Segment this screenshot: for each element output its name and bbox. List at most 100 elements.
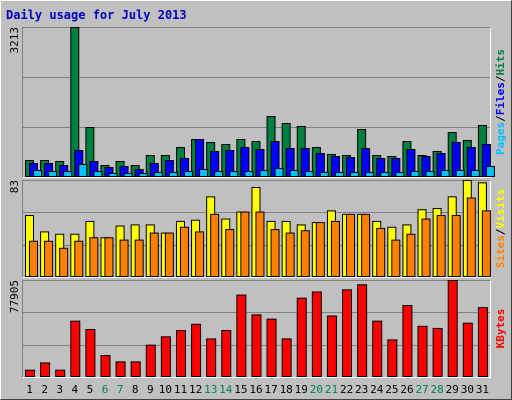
y-tick-label: 83 <box>8 180 21 193</box>
legend-separator: / <box>494 75 507 82</box>
bar <box>447 280 458 377</box>
x-tick-label: 13 <box>204 383 217 396</box>
legend: Pages/Files/Hits <box>494 49 507 155</box>
bar <box>387 339 398 378</box>
bar <box>160 336 171 377</box>
bar <box>330 220 340 277</box>
bar <box>391 239 401 278</box>
bar <box>372 320 383 377</box>
bar <box>425 171 435 178</box>
legend: KBytes <box>494 309 507 349</box>
bar <box>104 237 114 277</box>
bar <box>281 338 292 377</box>
x-tick-label: 16 <box>249 383 262 396</box>
x-tick-label: 12 <box>189 383 202 396</box>
bar <box>123 172 133 178</box>
x-tick-label: 24 <box>370 383 384 396</box>
x-tick-label: 19 <box>295 383 308 396</box>
bar <box>296 297 307 377</box>
bar <box>342 289 353 377</box>
legend-entry: KBytes <box>494 309 507 349</box>
x-tick-label: 6 <box>102 383 109 396</box>
x-tick-label: 29 <box>446 383 459 396</box>
x-tick-label: 2 <box>41 383 48 396</box>
legend-entry: Files <box>494 82 507 115</box>
x-tick-label: 27 <box>415 383 428 396</box>
legend-separator: / <box>494 228 507 235</box>
x-tick-label: 28 <box>431 383 444 396</box>
bar <box>361 213 371 278</box>
bar <box>315 222 325 278</box>
bar <box>481 210 491 277</box>
bar <box>259 169 269 177</box>
chart-title: Daily usage for July 2013 <box>6 8 187 22</box>
bar <box>85 329 96 377</box>
x-tick-label: 26 <box>400 383 413 396</box>
x-tick-label: 1 <box>26 383 33 396</box>
x-tick-label: 3 <box>56 383 63 396</box>
bar <box>40 362 51 377</box>
bar <box>206 338 217 377</box>
bar <box>214 171 224 178</box>
bar <box>300 230 310 277</box>
bar <box>195 231 205 278</box>
bar <box>179 226 189 278</box>
bar <box>225 229 235 277</box>
bar <box>119 239 129 278</box>
bar <box>175 330 186 377</box>
x-tick-label: 18 <box>280 383 293 396</box>
x-tick-label: 11 <box>174 383 187 396</box>
bar <box>55 369 66 377</box>
plot-edge <box>22 280 491 378</box>
bar <box>417 325 428 378</box>
bar <box>70 320 81 377</box>
x-tick-label: 14 <box>219 383 233 396</box>
bar <box>183 171 193 178</box>
bar <box>115 361 126 377</box>
bar <box>210 213 220 278</box>
bar <box>236 294 247 378</box>
bar <box>451 215 461 277</box>
bar <box>380 172 390 178</box>
bar <box>168 172 178 178</box>
bar <box>149 232 159 277</box>
bar <box>470 169 480 177</box>
x-tick-label: 20 <box>310 383 323 396</box>
bar <box>285 232 295 277</box>
bar <box>477 307 488 377</box>
bar <box>164 232 174 277</box>
bar <box>229 171 239 178</box>
bar <box>138 172 148 178</box>
bar <box>410 171 420 178</box>
bar <box>251 314 262 377</box>
bar <box>421 218 431 278</box>
x-tick-label: 15 <box>234 383 247 396</box>
legend-separator: / <box>494 115 507 122</box>
bar <box>25 369 35 377</box>
bar <box>108 172 118 178</box>
bar <box>455 169 465 177</box>
bar <box>63 171 73 178</box>
x-tick-label: 30 <box>461 383 474 396</box>
bar <box>376 227 386 278</box>
bar <box>350 172 360 178</box>
x-tick-label: 10 <box>159 383 172 396</box>
legend: Sites/Visits <box>494 189 507 269</box>
bar <box>346 213 356 278</box>
bar <box>436 215 446 277</box>
y-tick-label: 3213 <box>8 27 21 54</box>
bar <box>221 330 232 377</box>
bar <box>466 197 476 277</box>
bar <box>199 169 209 177</box>
bar <box>44 240 54 278</box>
legend-entry: Sites <box>494 235 507 268</box>
bar <box>319 172 329 178</box>
bar <box>326 315 337 378</box>
bar <box>311 291 322 378</box>
x-tick-label: 25 <box>385 383 398 396</box>
x-tick-label: 22 <box>340 383 353 396</box>
bar <box>255 211 265 277</box>
bar <box>357 284 368 378</box>
bar <box>289 169 299 177</box>
